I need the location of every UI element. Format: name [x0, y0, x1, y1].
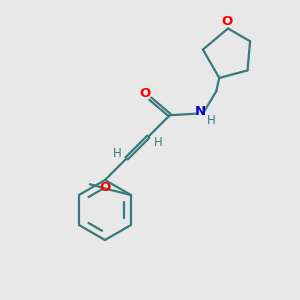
Text: H: H: [206, 114, 215, 127]
Text: O: O: [221, 15, 232, 28]
Text: N: N: [194, 105, 206, 118]
Text: H: H: [153, 136, 162, 149]
Text: O: O: [100, 181, 111, 194]
Text: O: O: [139, 87, 151, 100]
Text: H: H: [112, 146, 122, 160]
